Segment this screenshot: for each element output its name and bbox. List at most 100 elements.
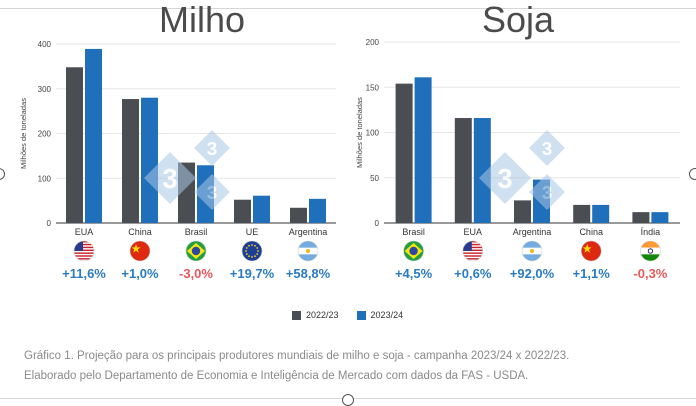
argentina-flag-icon bbox=[521, 240, 543, 262]
flag-body bbox=[640, 241, 661, 261]
soja-change-label: +92,0% bbox=[510, 266, 555, 281]
india-flag-icon bbox=[640, 240, 661, 262]
watermark-digit: 3 bbox=[542, 183, 553, 204]
soja-bar-2022 bbox=[632, 212, 650, 223]
milho-y-tick-label: 200 bbox=[38, 130, 52, 139]
soja-bar-2023 bbox=[473, 118, 491, 223]
watermark-digit: 3 bbox=[542, 139, 553, 160]
milho-change-label: +19,7% bbox=[230, 266, 275, 281]
milho-change-label: +11,6% bbox=[62, 266, 106, 281]
legend-label-2023: 2023/24 bbox=[370, 310, 404, 320]
flag-star bbox=[256, 247, 259, 249]
milho-x-tick-label: UE bbox=[246, 227, 259, 237]
milho-x-tick-label: Brasil bbox=[185, 227, 208, 237]
legend: 2022/23 2023/24 bbox=[292, 310, 403, 320]
soja-change-label: +0,6% bbox=[454, 266, 492, 281]
flag-star bbox=[254, 255, 256, 258]
milho-bar-2022 bbox=[234, 199, 251, 223]
legend-swatch-2022 bbox=[292, 310, 301, 320]
argentina-flag-icon bbox=[297, 240, 319, 262]
soja-x-tick-label: Brasil bbox=[402, 227, 425, 237]
flag-outline bbox=[521, 240, 543, 262]
flag-stripe bbox=[462, 258, 483, 260]
legend-label-2022: 2022/23 bbox=[306, 310, 339, 320]
flag-stripe bbox=[74, 243, 94, 246]
flag-stripe bbox=[74, 249, 94, 251]
flag-star bbox=[245, 250, 247, 252]
flag-body bbox=[74, 241, 94, 260]
milho-bar-2022 bbox=[122, 99, 139, 223]
flag-stripe bbox=[74, 241, 94, 243]
watermark-digit: 3 bbox=[207, 183, 218, 204]
flag-stripe bbox=[74, 255, 94, 257]
soja-y-axis-label: Milhões de toneladas bbox=[355, 97, 364, 168]
flag-field bbox=[581, 241, 602, 261]
milho-bar-2022 bbox=[66, 67, 83, 224]
eu-flag-icon bbox=[241, 240, 263, 262]
flag-outline bbox=[241, 240, 263, 262]
flag-stripe bbox=[74, 246, 94, 249]
flag-band bbox=[640, 241, 661, 248]
milho-y-axis-label: Milhões de toneladas bbox=[19, 98, 28, 169]
milho-bar-2023 bbox=[253, 195, 270, 223]
flag-star bbox=[245, 253, 248, 255]
milho-change-label: +1,0% bbox=[121, 266, 159, 281]
flag-body bbox=[242, 241, 262, 261]
milho-x-tick-label: China bbox=[128, 227, 152, 237]
flag-star bbox=[257, 250, 259, 252]
flag-sun bbox=[306, 249, 310, 253]
flag-outline bbox=[185, 240, 207, 262]
milho-bar-2023 bbox=[309, 198, 326, 223]
flag-body bbox=[581, 241, 602, 261]
top-border-line bbox=[0, 8, 696, 9]
milho-y-tick-label: 300 bbox=[38, 85, 52, 94]
flag-globe bbox=[191, 246, 201, 256]
soja-bar-2023 bbox=[414, 77, 432, 223]
flag-canton bbox=[462, 241, 472, 251]
milho-bar-2023 bbox=[85, 48, 102, 223]
flag-body bbox=[186, 241, 206, 261]
watermark-digit: 3 bbox=[207, 139, 218, 160]
flag-outline bbox=[640, 240, 661, 262]
flag-field bbox=[242, 241, 262, 261]
legend-swatch-2023 bbox=[356, 310, 366, 320]
flag-star bbox=[248, 244, 250, 247]
soja-bar-2022 bbox=[454, 118, 472, 223]
milho-y-tick-label: 100 bbox=[38, 174, 52, 183]
flag-outline bbox=[462, 240, 484, 262]
flag-stripe bbox=[462, 252, 483, 254]
milho-y-tick-label: 400 bbox=[38, 40, 52, 49]
soja-bar-2022 bbox=[573, 204, 591, 223]
us-flag-icon bbox=[462, 240, 484, 262]
watermark-diamond bbox=[194, 130, 230, 166]
soja-y-tick-label: 50 bbox=[370, 174, 379, 183]
soja-chart-title: Soja bbox=[482, 0, 555, 40]
flag-star bbox=[245, 247, 248, 249]
soja-y-tick-label: 0 bbox=[375, 219, 380, 228]
brazil-flag-icon bbox=[403, 240, 424, 262]
flag-stripe bbox=[462, 246, 483, 249]
watermark-diamond bbox=[194, 174, 230, 210]
watermark-diamond bbox=[529, 130, 565, 166]
soja-y-tick-label: 100 bbox=[366, 129, 380, 138]
flag-globe bbox=[409, 246, 418, 256]
flag-star bbox=[251, 256, 253, 258]
soja-x-tick-label: Argentina bbox=[513, 227, 552, 237]
flag-stripe bbox=[462, 249, 483, 251]
milho-chart-title: Milho bbox=[159, 0, 245, 40]
milho-x-tick-label: EUA bbox=[75, 227, 94, 237]
soja-x-tick-label: China bbox=[579, 227, 603, 237]
flag-stripe bbox=[462, 241, 483, 243]
flag-stripe bbox=[462, 243, 483, 246]
flag-body bbox=[298, 241, 318, 261]
watermark-digit: 3 bbox=[162, 163, 177, 194]
soja-y-tick-label: 200 bbox=[366, 38, 380, 47]
caption-line-1: Gráfico 1. Projeção para os principais p… bbox=[24, 350, 570, 362]
us-flag-icon bbox=[73, 240, 95, 262]
soja-bar-2022 bbox=[395, 83, 413, 223]
right-handle[interactable] bbox=[689, 168, 696, 180]
soja-bar-2023 bbox=[592, 204, 610, 223]
flag-canton bbox=[74, 241, 83, 251]
flag-star bbox=[254, 244, 256, 247]
